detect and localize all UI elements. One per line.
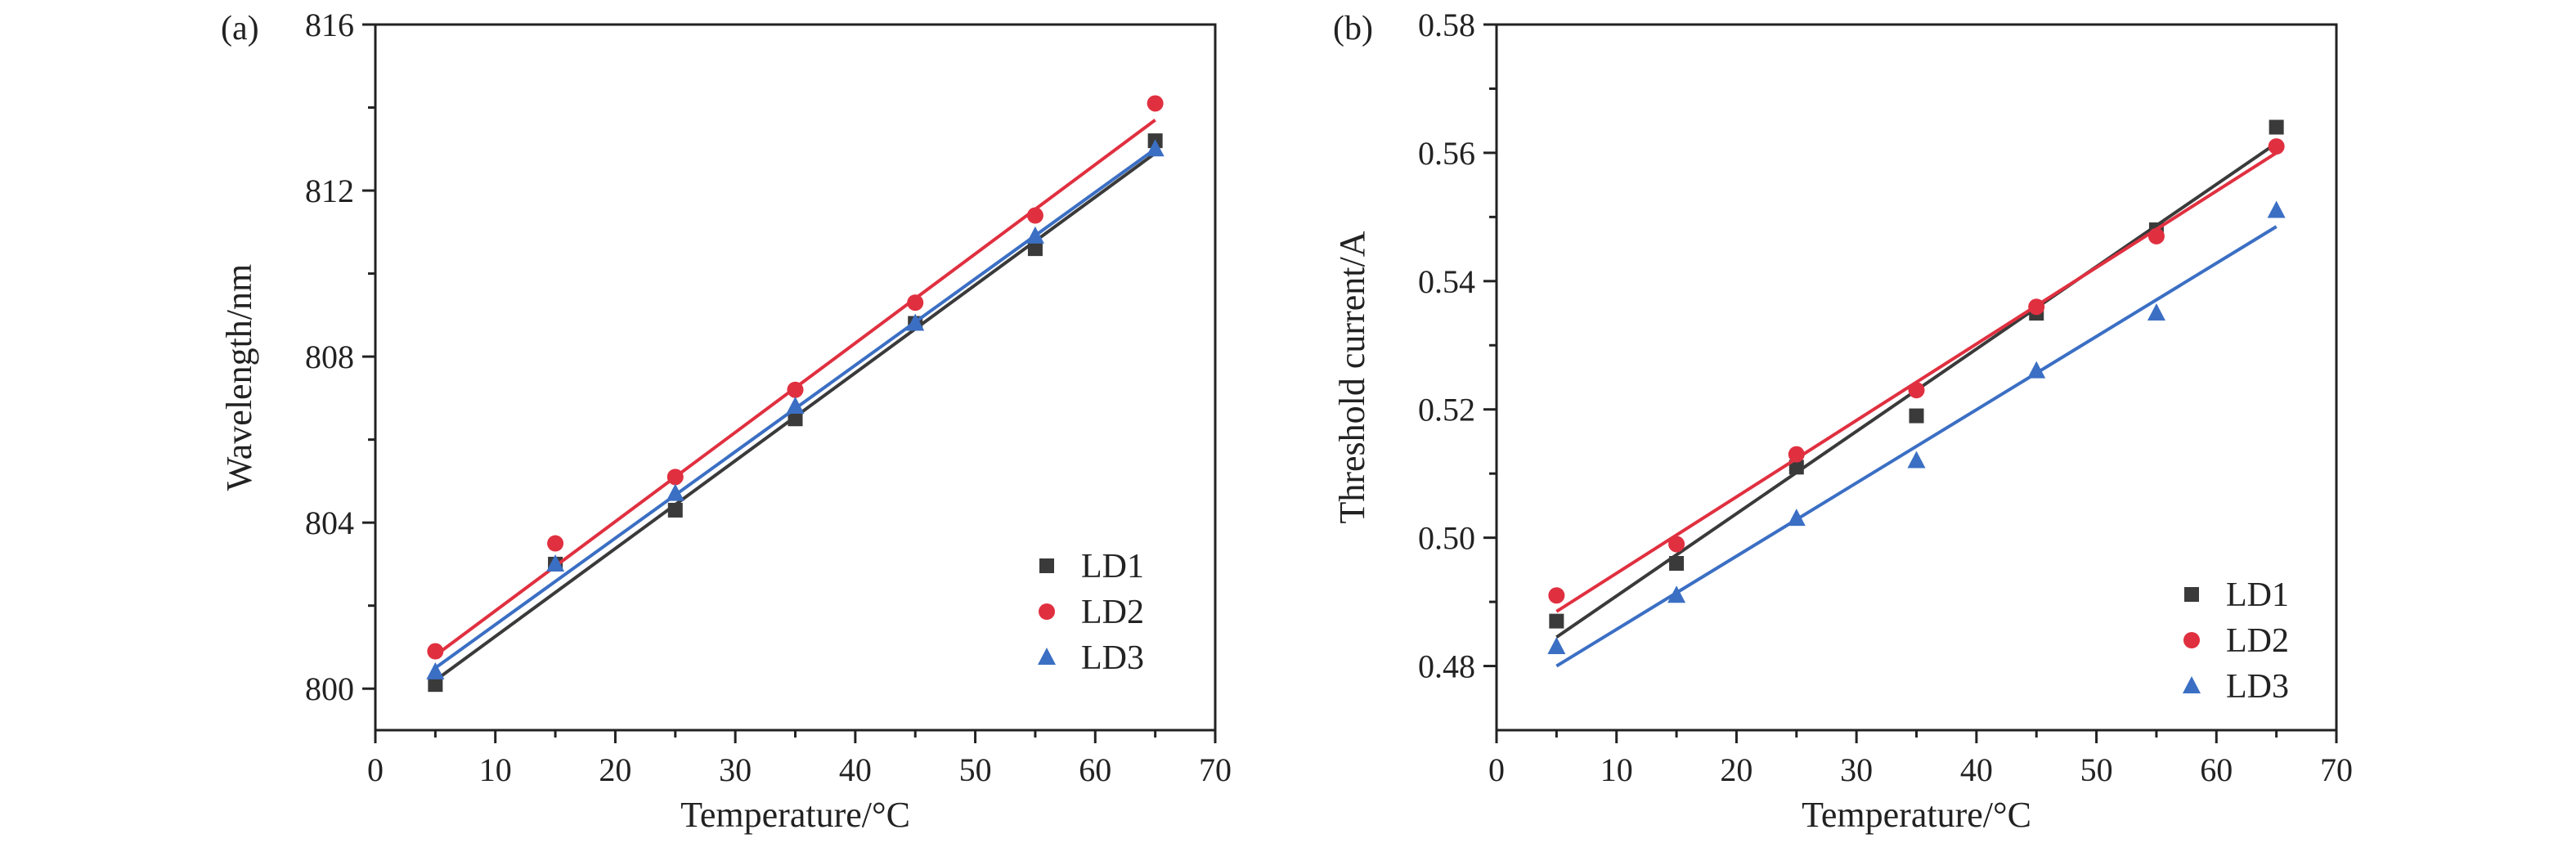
data-point-ld2	[2028, 298, 2045, 316]
legend-marker-ld3	[1038, 648, 1056, 665]
data-point-ld2	[1788, 446, 1805, 463]
legend-marker-ld1	[1039, 558, 1054, 573]
x-tick-label: 10	[1600, 751, 1633, 788]
data-point-ld3	[426, 661, 445, 679]
x-tick-label: 10	[479, 751, 512, 788]
x-tick-label: 20	[1720, 751, 1752, 788]
legend: LD1 LD2 LD3	[1038, 548, 1144, 677]
data-point-ld2	[1147, 95, 1164, 112]
legend-label-ld3: LD3	[1081, 639, 1144, 677]
data-point-ld1	[1549, 613, 1564, 629]
y-tick-label: 816	[305, 7, 354, 43]
x-tick-label: 0	[367, 751, 384, 788]
data-point-ld2	[547, 535, 564, 552]
data-point-ld1	[788, 411, 803, 427]
panel-label: (a)	[221, 10, 259, 47]
data-point-ld2	[2268, 138, 2285, 155]
series-ld3	[1547, 200, 2286, 668]
data-point-ld2	[1908, 382, 1925, 399]
y-tick-label: 800	[305, 670, 354, 707]
legend-label-ld1: LD1	[1081, 548, 1144, 585]
y-tick-label: 804	[305, 504, 354, 541]
legend: LD1 LD2 LD3	[2183, 576, 2289, 706]
data-point-ld2	[2147, 227, 2165, 244]
x-tick-label: 50	[2080, 751, 2113, 788]
x-tick-label: 40	[839, 751, 872, 788]
data-point-ld2	[1026, 207, 1043, 224]
x-tick-label: 40	[1960, 751, 1993, 788]
data-point-ld3	[1146, 139, 1165, 157]
panel-a: 0 10 20 30 40 50 60 70 800 804 808 812 816 Temperatur…	[219, 7, 1232, 835]
x-tick-label: 30	[1840, 751, 1873, 788]
y-tick-label: 0.58	[1418, 7, 1475, 43]
y-tick-label: 0.56	[1418, 135, 1475, 172]
data-point-ld3	[1025, 226, 1044, 244]
data-point-ld2	[787, 381, 804, 398]
y-tick-label: 0.50	[1418, 520, 1475, 557]
data-point-ld1	[1669, 556, 1685, 572]
series-ld2	[427, 95, 1164, 660]
data-point-ld3	[2147, 303, 2165, 321]
data-point-ld3	[786, 397, 805, 415]
x-tick-label: 70	[1199, 751, 1232, 788]
legend-marker-ld2	[1039, 603, 1055, 620]
legend-label-ld2: LD2	[1081, 594, 1144, 631]
data-point-ld3	[2267, 200, 2286, 218]
data-point-ld2	[427, 643, 444, 660]
y-tick-label: 0.52	[1418, 392, 1475, 428]
legend-marker-ld2	[2183, 632, 2200, 648]
x-axis-title: Temperature/°C	[1802, 795, 2031, 835]
data-point-ld3	[2027, 361, 2046, 379]
x-axis-title: Temperature/°C	[680, 795, 910, 835]
legend-label-ld2: LD2	[2226, 622, 2289, 660]
data-point-ld3	[546, 554, 565, 572]
series-ld1	[1549, 119, 2284, 639]
x-tick-label: 60	[2200, 751, 2233, 788]
panel-label: (b)	[1333, 10, 1373, 47]
panel-b: 0 10 20 30 40 50 60 70 0.48 0.50 0.52 0.54 0.56 0.58 T…	[1332, 7, 2353, 835]
y-axis-title: Threshold current/A	[1332, 231, 1372, 523]
x-tick-label: 20	[599, 751, 631, 788]
data-point-ld1	[1788, 460, 1804, 475]
legend-marker-ld1	[2184, 587, 2199, 602]
data-point-ld3	[1667, 585, 1686, 603]
y-axis-title: Wavelength/nm	[219, 264, 259, 491]
x-tick-label: 50	[959, 751, 992, 788]
data-point-ld2	[1668, 536, 1685, 553]
series-ld2	[1548, 138, 2285, 613]
data-point-ld1	[2269, 119, 2284, 135]
data-point-ld3	[666, 483, 684, 501]
legend-label-ld1: LD1	[2226, 576, 2289, 614]
legend-marker-ld3	[2183, 676, 2201, 693]
y-tick-label: 808	[305, 339, 354, 375]
data-point-ld1	[428, 677, 443, 693]
fit-line-ld3	[1555, 225, 2278, 668]
y-tick-label: 0.48	[1418, 648, 1475, 685]
data-point-ld1	[1027, 241, 1043, 257]
data-point-ld3	[1547, 637, 1566, 655]
y-tick-label: 0.54	[1418, 263, 1475, 300]
y-tick-label: 812	[305, 173, 354, 209]
data-point-ld2	[1548, 587, 1565, 604]
x-tick-label: 60	[1079, 751, 1111, 788]
x-tick-label: 30	[719, 751, 752, 788]
data-point-ld1	[1909, 408, 1924, 424]
data-point-ld2	[666, 469, 684, 486]
data-point-ld3	[906, 313, 925, 331]
data-point-ld3	[1787, 509, 1806, 527]
x-tick-label: 0	[1488, 751, 1505, 788]
data-point-ld1	[667, 502, 683, 518]
data-point-ld3	[1907, 451, 1926, 469]
data-point-ld2	[907, 294, 924, 312]
series-ld3	[426, 139, 1165, 679]
legend-label-ld3: LD3	[2226, 668, 2289, 706]
x-tick-label: 70	[2320, 751, 2353, 788]
